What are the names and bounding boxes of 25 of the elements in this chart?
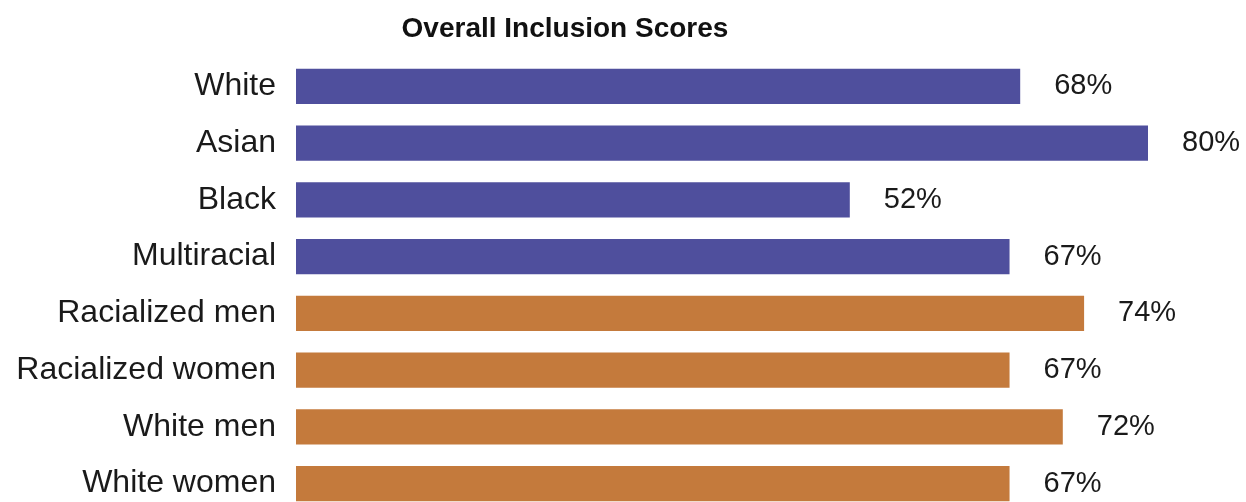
y-tick-label: Black (197, 179, 277, 216)
y-tick-label: White (194, 66, 276, 103)
bar (296, 125, 1148, 161)
y-tick-label: White men (123, 406, 276, 443)
data-label: 67% (1043, 352, 1102, 385)
data-label: 74% (1118, 295, 1177, 328)
bar (296, 182, 850, 218)
bar (296, 352, 1010, 388)
data-label: 67% (1043, 465, 1102, 498)
y-tick-label: Asian (195, 122, 276, 159)
bar (296, 466, 1010, 502)
y-tick-label: Racialized women (16, 349, 276, 386)
bar (296, 239, 1010, 275)
data-label: 67% (1043, 238, 1102, 271)
bar (296, 295, 1085, 331)
data-label: 68% (1054, 68, 1113, 101)
data-label: 80% (1182, 125, 1241, 158)
chart-title: Overall Inclusion Scores (400, 12, 730, 44)
y-tick-label: Multiracial (131, 236, 276, 273)
y-tick-label: Racialized men (57, 293, 276, 330)
y-tick-label: White women (82, 463, 276, 500)
data-label: 72% (1096, 408, 1155, 441)
data-label: 52% (883, 181, 942, 214)
bar (296, 409, 1063, 445)
bar (296, 68, 1021, 104)
